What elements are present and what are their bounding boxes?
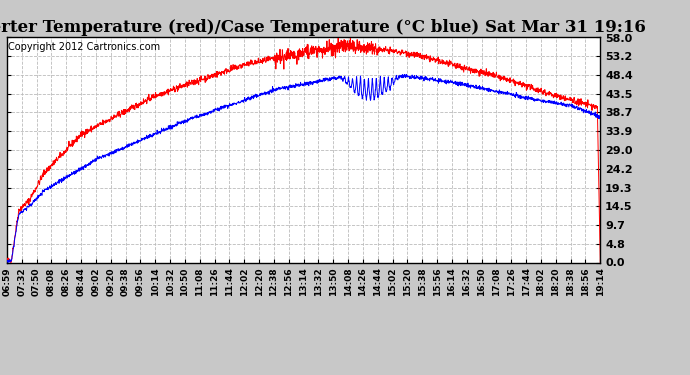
Text: Copyright 2012 Cartronics.com: Copyright 2012 Cartronics.com — [8, 42, 160, 52]
Title: Inverter Temperature (red)/Case Temperature (°C blue) Sat Mar 31 19:16: Inverter Temperature (red)/Case Temperat… — [0, 19, 646, 36]
